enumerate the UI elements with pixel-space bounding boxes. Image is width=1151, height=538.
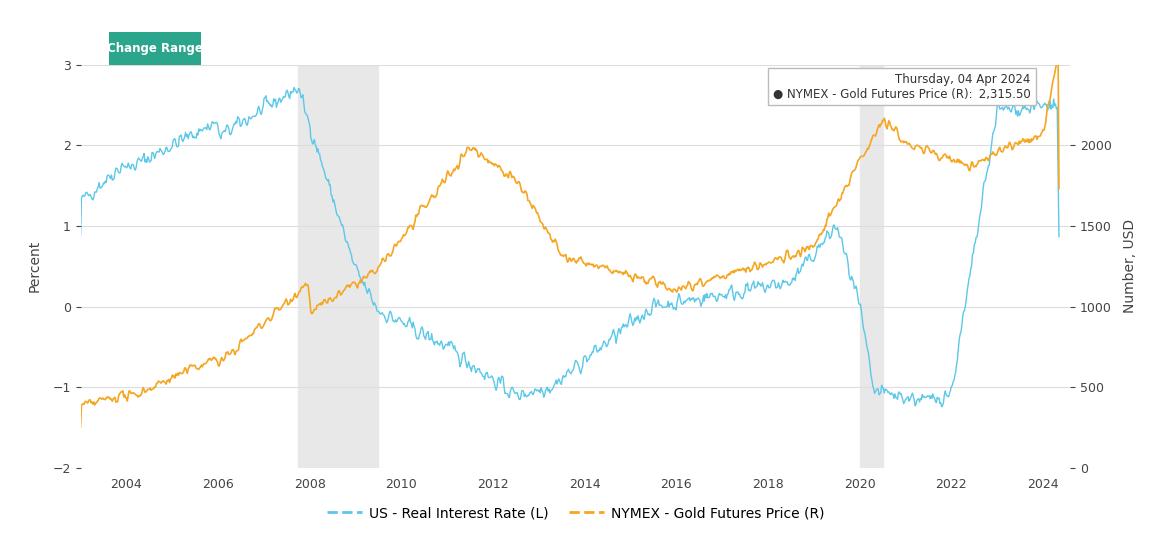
Bar [298, 65, 379, 468]
Text: Change Range: Change Range [107, 42, 204, 55]
Y-axis label: Percent: Percent [28, 240, 41, 293]
Bar [860, 65, 883, 468]
Legend: US - Real Interest Rate (L), NYMEX - Gold Futures Price (R): US - Real Interest Rate (L), NYMEX - Gol… [321, 500, 830, 526]
Text: Zoom: Zoom [115, 48, 151, 61]
Text: Thursday, 04 Apr 2024
● NYMEX - Gold Futures Price (R):  2,315.50: Thursday, 04 Apr 2024 ● NYMEX - Gold Fut… [773, 73, 1031, 101]
Y-axis label: Number, USD: Number, USD [1123, 220, 1137, 313]
